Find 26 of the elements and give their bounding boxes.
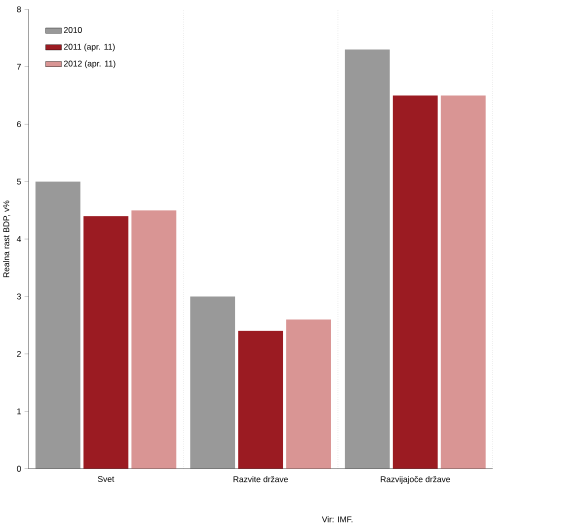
y-tick-label: 3	[16, 293, 21, 300]
y-axis-title: Realna rast BDP, v%	[3, 200, 10, 278]
y-tick-label: 1	[17, 408, 21, 414]
x-tick-label: Razvijajoče države	[380, 476, 450, 484]
bar	[190, 296, 236, 469]
text: Vir: IMF.	[322, 516, 352, 522]
bar	[392, 95, 438, 469]
y-tick-label: 7	[17, 64, 21, 70]
legend-label: 2010	[64, 26, 82, 33]
y-tick-label: 8	[16, 6, 21, 12]
y-tick-label: 2	[17, 350, 21, 357]
y-tick-label: 5	[16, 178, 21, 184]
bar	[131, 210, 176, 469]
bar	[286, 319, 331, 469]
y-tick-label: 4	[16, 236, 22, 242]
legend-label: 2011 (apr. 11)	[64, 43, 115, 52]
bar	[238, 330, 284, 469]
bar	[36, 181, 80, 469]
x-tick-label: Svet	[98, 476, 114, 482]
y-tick-label: 0	[16, 466, 21, 472]
y-tick-label: 6	[17, 121, 21, 128]
bar	[344, 49, 390, 469]
x-tick-label: Razvite države	[234, 476, 288, 482]
legend-label: 2012 (apr. 11)	[64, 60, 116, 68]
bar	[440, 95, 486, 469]
bar	[83, 216, 128, 469]
